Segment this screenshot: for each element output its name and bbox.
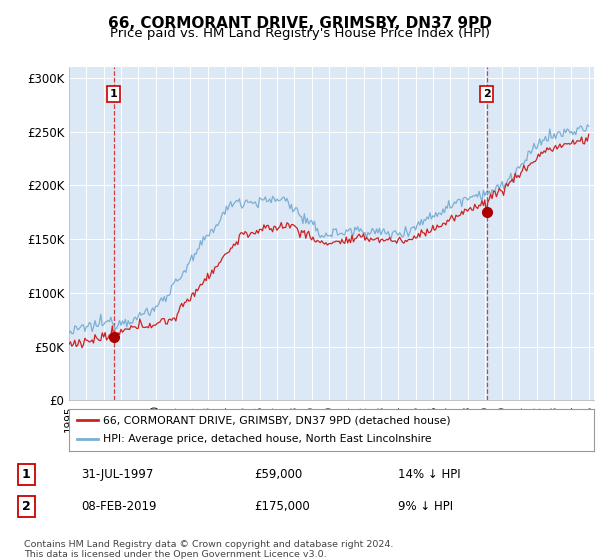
Text: Price paid vs. HM Land Registry's House Price Index (HPI): Price paid vs. HM Land Registry's House … [110,27,490,40]
Text: 9% ↓ HPI: 9% ↓ HPI [398,500,453,513]
Text: Contains HM Land Registry data © Crown copyright and database right 2024.
This d: Contains HM Land Registry data © Crown c… [24,540,394,559]
Text: £175,000: £175,000 [254,500,310,513]
Text: 66, CORMORANT DRIVE, GRIMSBY, DN37 9PD: 66, CORMORANT DRIVE, GRIMSBY, DN37 9PD [108,16,492,31]
Text: 1: 1 [22,468,31,481]
Text: 66, CORMORANT DRIVE, GRIMSBY, DN37 9PD (detached house): 66, CORMORANT DRIVE, GRIMSBY, DN37 9PD (… [103,415,451,425]
Text: 08-FEB-2019: 08-FEB-2019 [81,500,157,513]
Text: 31-JUL-1997: 31-JUL-1997 [81,468,154,481]
Text: £59,000: £59,000 [254,468,302,481]
Text: 14% ↓ HPI: 14% ↓ HPI [398,468,461,481]
Text: 2: 2 [482,89,490,99]
Text: 2: 2 [22,500,31,513]
Text: 1: 1 [110,89,118,99]
Text: HPI: Average price, detached house, North East Lincolnshire: HPI: Average price, detached house, Nort… [103,435,432,445]
